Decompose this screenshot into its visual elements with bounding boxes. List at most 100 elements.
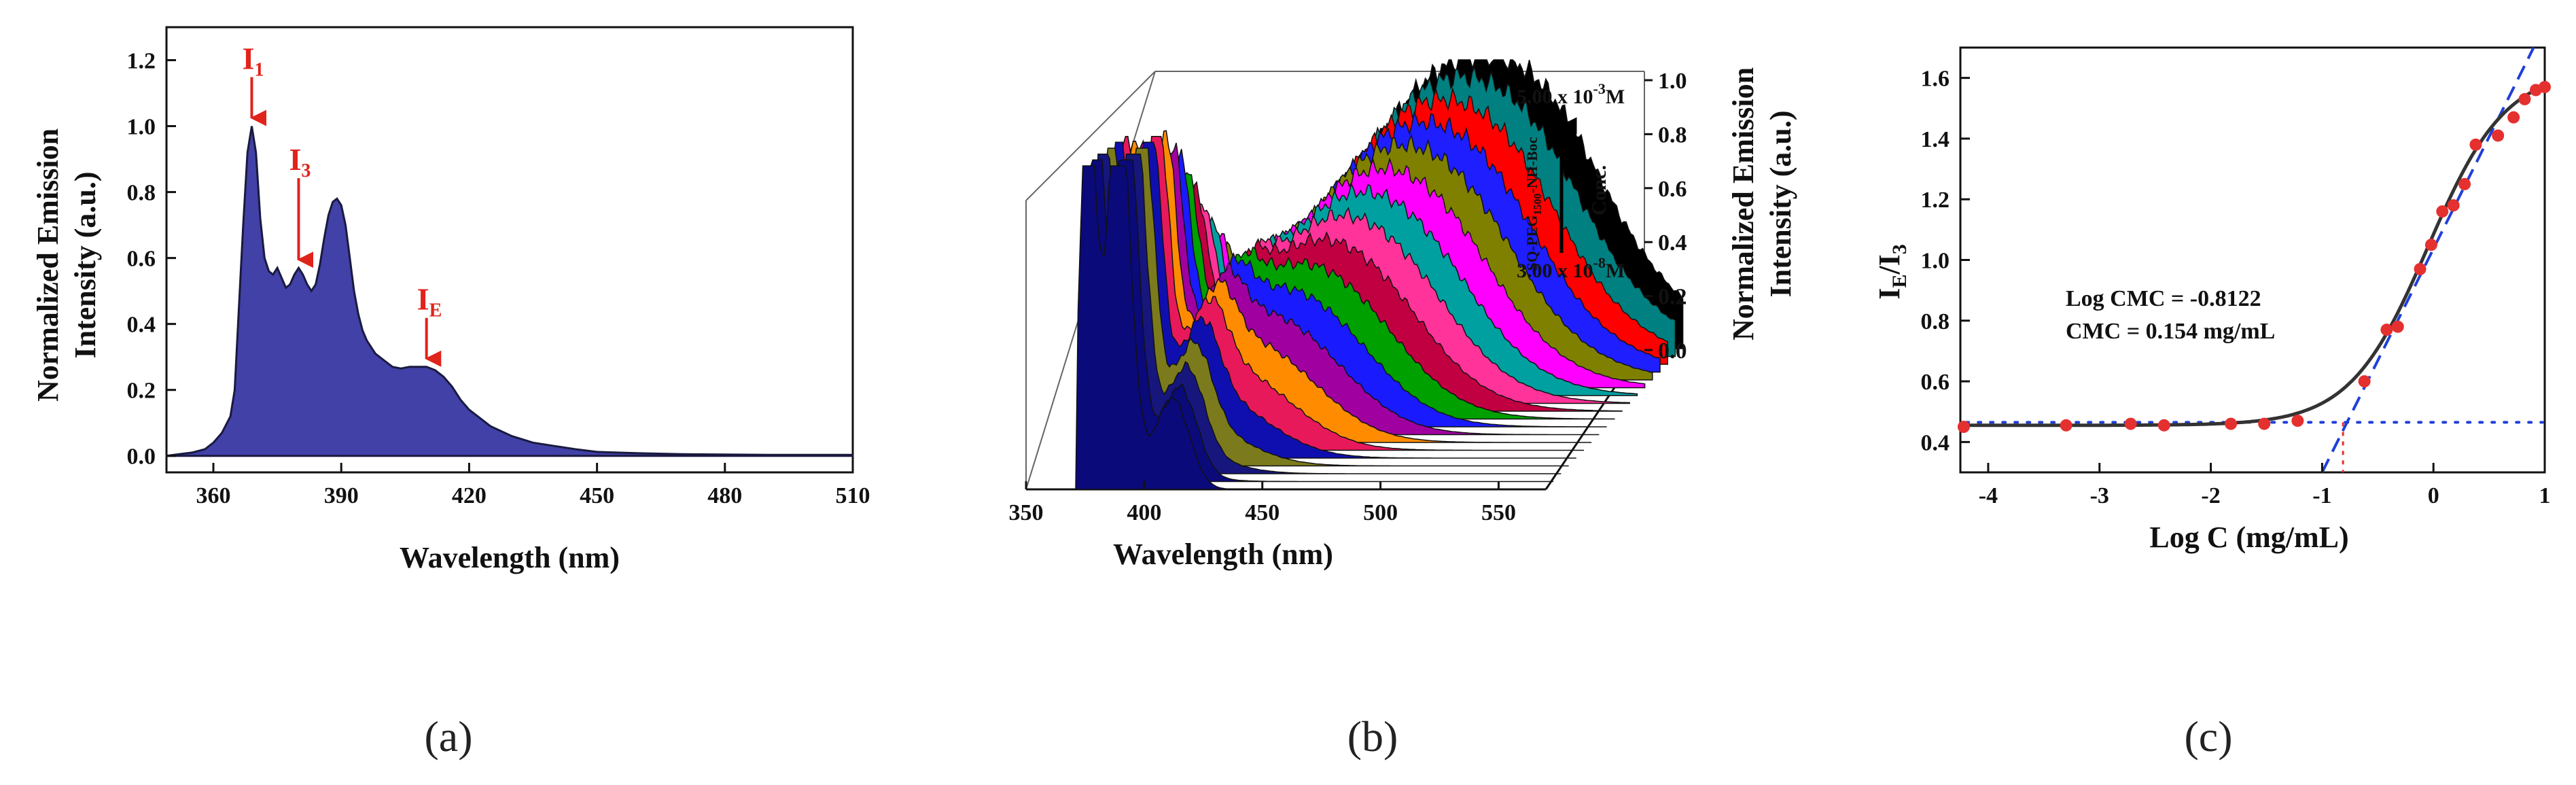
panel-c-chart: -4 -3 -2 -1 0 1 0.4 0.6 0.8 1.0 1.2 1.4 1.6 Log CMC… (1873, 46, 2551, 761)
panel-b-conc-top-unit: M (1606, 86, 1625, 108)
panel-c-data-point (2258, 417, 2271, 430)
panel-a-y-tick-label: 0.8 (127, 181, 156, 206)
panel-a-y-label-line1: Normalized Emission (31, 128, 65, 402)
panel-c-y-tick-label: 1.2 (1921, 188, 1950, 213)
panel-a-annotation-main: I (289, 142, 301, 177)
panel-a-annotation-label: IE (417, 282, 442, 321)
panel-b-z-label-line1: Normalized Emission (1727, 67, 1760, 341)
panel-b-z-tick-label: 0.6 (1658, 177, 1687, 202)
panel-b-conc-top-exponent: -3 (1593, 80, 1606, 97)
panel-b-compound-suffix: -NH-Boc (1523, 137, 1540, 193)
panel-c-data-point (2518, 92, 2531, 105)
panel-b-x-tick-label: 500 (1363, 500, 1398, 525)
panel-b-x-label: Wavelength (nm) (1113, 538, 1333, 571)
panel-a-annotation-main: I (242, 41, 254, 76)
panel-c-y-tick-label: 1.0 (1921, 249, 1950, 274)
panel-c-tangent-line (2321, 47, 2535, 473)
panel-b-compound-sub: 1500 (1532, 194, 1544, 215)
panel-b-z-tick-label: 0.0 (1658, 338, 1687, 364)
panel-c-data-points (1957, 81, 2551, 434)
panel-c-x-tick-label: -1 (2312, 483, 2331, 508)
panel-b-conc-bottom-unit: M (1606, 260, 1625, 282)
panel-a-y-tick-label: 0.6 (127, 247, 156, 272)
panel-b-z-ticks: 0.0 0.2 0.4 0.6 0.8 1.0 (1644, 69, 1687, 364)
panel-a-x-tick-label: 450 (580, 483, 614, 508)
panel-c-y-label: IE/I3 (1873, 244, 1911, 300)
panel-c-data-point (2157, 419, 2170, 432)
panel-c-x-tick-label: -4 (1979, 483, 1998, 508)
panel-c-data-point (2124, 417, 2137, 430)
panel-c-y-label-slash: /I (1873, 254, 1906, 275)
panel-c-cmc-value: CMC = 0.154 mg/mL (2066, 319, 2275, 344)
panel-b-spectrum-series (1104, 141, 1576, 459)
panel-b-z-tick-label: 0.2 (1658, 285, 1687, 310)
panel-c-data-point (2391, 320, 2404, 333)
panel-a-y-tick-label: 1.0 (127, 115, 156, 140)
panel-a-annotation-sub: 3 (301, 160, 311, 181)
panel-c-y-tick-label: 0.6 (1921, 370, 1950, 395)
panel-a-x-tick-label: 390 (324, 483, 359, 508)
panel-a-chart: 360 390 420 450 480 510 0.0 0.2 0.4 0.6 0.8 1.0 1.2… (31, 26, 870, 761)
panel-b-conc-top-mantissa: 5.00 x 10 (1517, 86, 1593, 108)
panel-c-data-point (2436, 205, 2449, 218)
panel-c-x-tick-label: 1 (2539, 483, 2551, 508)
panel-b-conc-bottom-mantissa: 3.00 x 10 (1517, 260, 1593, 282)
panel-b-conc-top: 5.00 x 10-3M (1517, 80, 1625, 108)
panel-c-y-tick-label: 0.8 (1921, 309, 1950, 334)
panel-b-conc-label: Conc. (1588, 165, 1610, 215)
panel-c-y-ticks: 0.4 0.6 0.8 1.0 1.2 1.4 1.6 (1921, 67, 1970, 455)
panel-b-x-tick-label: 450 (1245, 500, 1280, 525)
panel-b-x-tick-label: 550 (1481, 500, 1516, 525)
panel-c-data-point (2424, 239, 2437, 251)
panel-c-data-point (2225, 417, 2238, 430)
panel-c-sigmoid-fit (1960, 84, 2546, 428)
panel-b-conc-bottom: 3.00 x 10-8M (1517, 254, 1625, 282)
panel-a-annotation-sub: E (429, 300, 442, 321)
panel-c-plot-frame (1959, 46, 2546, 474)
panel-c-data-point (2414, 262, 2427, 275)
panel-a-caption: (a) (424, 712, 472, 761)
panel-c-x-label: Log C (mg/mL) (2149, 521, 2348, 554)
panel-a-annotation-main: I (417, 282, 429, 317)
panel-c-cmc-log: Log CMC = -0.8122 (2066, 286, 2261, 311)
panel-c-y-tick-label: 1.6 (1921, 67, 1950, 92)
panel-c-data-point (2492, 129, 2505, 142)
panel-c-y-tick-label: 0.4 (1921, 430, 1950, 455)
panel-b-spectrum-series (1073, 165, 1546, 490)
panel-c-data-point (2507, 111, 2520, 124)
panel-a-x-tick-label: 420 (452, 483, 487, 508)
panel-a-x-tick-label: 510 (836, 483, 870, 508)
panel-a-x-tick-label: 360 (196, 483, 231, 508)
panel-a-plot-frame (165, 26, 854, 474)
panel-b-x-ticks: 350 400 450 500 550 (1009, 481, 1516, 525)
panel-b-x-tick-label: 350 (1009, 500, 1044, 525)
panel-c-y-label-main: I (1873, 288, 1906, 300)
panel-b-z-tick-label: 0.8 (1658, 122, 1687, 147)
panel-a-annotation-sub: 1 (254, 60, 264, 81)
panel-c-data-point (2380, 324, 2393, 336)
panel-b-x-tick-label: 400 (1127, 500, 1161, 525)
panel-c-data-point (2358, 375, 2371, 388)
panel-b-spectra-stack (1073, 59, 1684, 490)
panel-c-data-point (1957, 421, 1970, 434)
panel-b-spectrum-series (1111, 135, 1584, 451)
panel-b-z-tick-label: 1.0 (1658, 69, 1687, 94)
panel-b-z-tick-label: 0.4 (1658, 230, 1687, 256)
panel-c-x-ticks: -4 -3 -2 -1 0 1 (1979, 463, 2551, 508)
panel-b-spectrum-series (1096, 147, 1569, 467)
panel-a-annotation-label: I1 (242, 41, 264, 81)
panel-c-x-tick-label: -3 (2090, 483, 2109, 508)
panel-a-y-label-line2: Intensity (a.u.) (69, 171, 102, 358)
panel-c-data-point (2291, 415, 2304, 428)
panel-a-x-tick-label: 480 (707, 483, 742, 508)
panel-b-compound-main: SQ-PEG (1523, 215, 1540, 271)
panel-b-chart: 350 400 450 500 550 0.0 0.2 0.4 0.6 0.8 1.0 Wavel… (1009, 59, 1797, 761)
panel-a-emission-area (165, 126, 854, 457)
panel-a-x-ticks: 360 390 420 450 480 510 (196, 463, 870, 508)
panel-c-data-point (2469, 138, 2482, 151)
panel-c-data-point (2539, 81, 2551, 94)
panel-a-y-ticks: 0.0 0.2 0.4 0.6 0.8 1.0 1.2 (127, 49, 176, 470)
panel-b-caption: (b) (1347, 712, 1398, 761)
